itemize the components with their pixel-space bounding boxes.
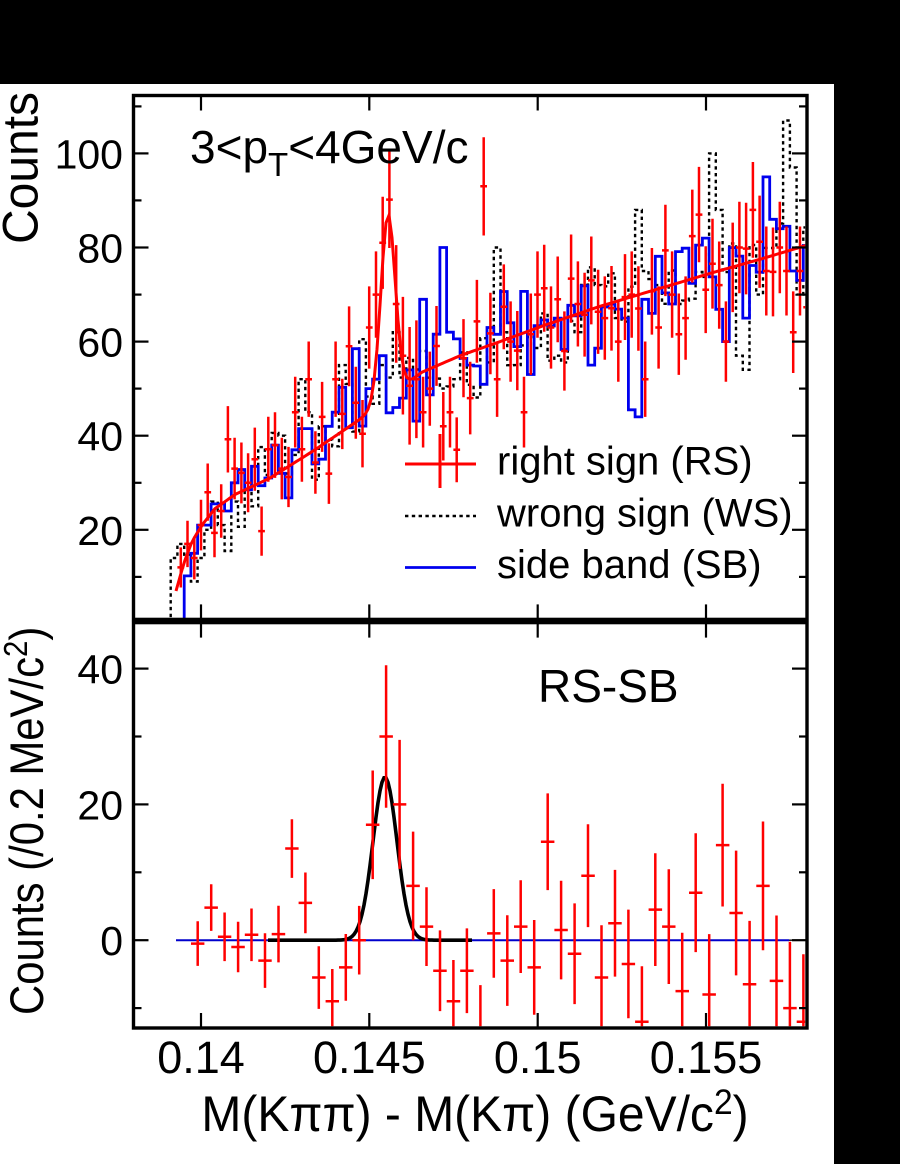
svg-text:20: 20: [77, 508, 123, 554]
svg-text:RS-SB: RS-SB: [538, 660, 679, 712]
svg-text:right sign (RS): right sign (RS): [497, 440, 753, 484]
svg-text:3<pT<4GeV/c: 3<pT<4GeV/c: [190, 121, 468, 183]
svg-text:0.14: 0.14: [157, 1032, 245, 1083]
svg-text:M(Kππ) - M(Kπ) (GeV/c2): M(Kππ) - M(Kπ) (GeV/c2): [201, 1083, 748, 1142]
svg-text:Counts (/0.2 MeV/c2): Counts (/0.2 MeV/c2): [0, 627, 53, 1015]
svg-text:Counts: Counts: [0, 92, 49, 244]
svg-text:0: 0: [100, 918, 123, 964]
svg-text:80: 80: [77, 226, 123, 272]
svg-text:40: 40: [77, 414, 123, 460]
svg-text:0.145: 0.145: [313, 1032, 426, 1083]
svg-text:60: 60: [77, 320, 123, 366]
svg-text:100: 100: [55, 131, 123, 177]
svg-text:side band (SB): side band (SB): [497, 543, 762, 587]
svg-text:0.15: 0.15: [494, 1032, 582, 1083]
svg-text:20: 20: [77, 782, 123, 828]
svg-text:40: 40: [77, 647, 123, 693]
svg-text:wrong sign (WS): wrong sign (WS): [496, 492, 793, 536]
svg-text:0.155: 0.155: [650, 1032, 763, 1083]
